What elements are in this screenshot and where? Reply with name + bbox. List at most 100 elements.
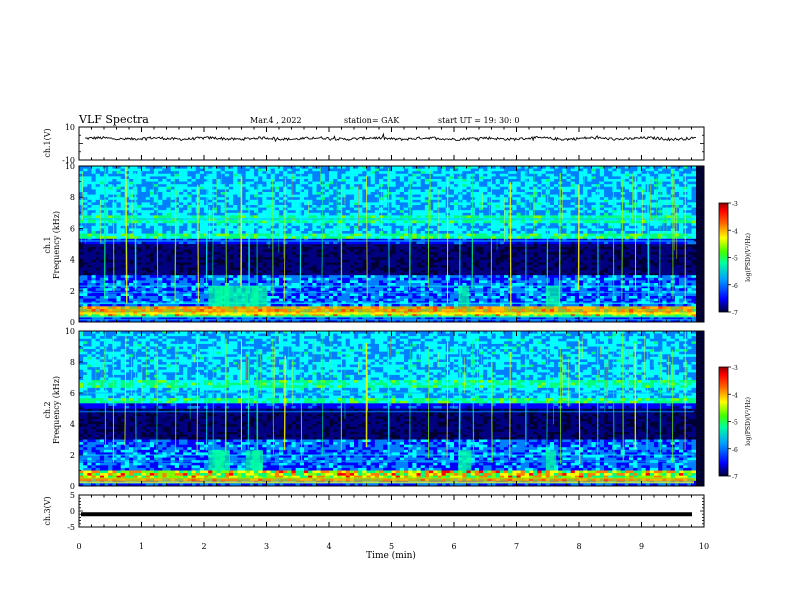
spectrogram-cell [562, 215, 567, 219]
spectrogram-cell [449, 186, 455, 190]
spectrogram-cell [437, 244, 442, 247]
spectrogram-cell [649, 225, 655, 229]
spectrogram-cell [191, 166, 196, 169]
spectrogram-cell [229, 184, 234, 188]
spectrogram-cell [312, 199, 317, 203]
spectrogram-cell [591, 205, 596, 208]
spectrogram-cell [654, 225, 659, 229]
spectrogram-cell [395, 179, 401, 182]
spectrogram-cell [254, 202, 259, 206]
spectrogram-cell [654, 171, 659, 175]
spectrogram-cell [399, 194, 405, 198]
spectrogram-cell [437, 205, 442, 208]
spectrogram-cell [166, 199, 171, 203]
spectrogram-cell [141, 244, 146, 247]
spectrogram-cell [691, 231, 696, 234]
spectrogram-cell [541, 246, 546, 250]
spectrogram-cell [208, 168, 213, 172]
spectrogram-cell [141, 215, 146, 219]
spectrogram-cell [391, 207, 396, 211]
spectrogram-cell [383, 173, 388, 177]
spectrogram-cell [570, 236, 576, 240]
spectrogram-cell [516, 171, 521, 175]
spectrogram-cell [312, 205, 317, 208]
spectrogram-cell [199, 205, 205, 208]
spectrogram-cell [266, 166, 271, 169]
spectrogram-cell [491, 223, 496, 227]
spectrogram-cell [624, 244, 630, 247]
spectrogram-cell [687, 186, 692, 190]
spectrogram-cell [179, 241, 184, 245]
spectrogram-cell [166, 249, 171, 253]
spectrogram-cell [624, 176, 630, 180]
spectrogram-cell [237, 186, 242, 190]
spectrogram-cell [166, 236, 171, 240]
spectrogram-cell [99, 231, 105, 234]
spectrogram-cell [487, 249, 492, 253]
spectrogram-cell [79, 225, 84, 229]
spectrogram-cell [404, 166, 409, 169]
spectrogram-cell [254, 186, 259, 190]
spectrogram-cell [449, 223, 455, 227]
spectrogram-cell [337, 179, 342, 182]
spectrogram-cell [149, 171, 155, 175]
spectrogram-cell [212, 186, 217, 190]
spectrogram-cell [141, 236, 146, 240]
spectrogram-cell [420, 192, 426, 195]
spectrogram-cell [454, 166, 459, 169]
spectrogram-cell [437, 194, 442, 198]
spectrogram-cell [149, 176, 155, 180]
spectrogram-cell [154, 171, 159, 175]
spectrogram-cell [79, 186, 84, 190]
spectrogram-cell [408, 168, 413, 172]
spectrogram-cell [349, 179, 355, 182]
spectrogram-cell [158, 205, 163, 208]
spectrogram-cell [366, 210, 371, 214]
spectrogram-cell [566, 173, 571, 177]
spectrogram-cell [691, 210, 696, 214]
spectrogram-cell [520, 215, 526, 219]
spectrogram-cell [624, 202, 630, 206]
spectrogram-cell [537, 212, 542, 216]
spectrogram-cell [141, 225, 146, 229]
spectrogram-cell [83, 168, 88, 172]
spectrogram-cell [174, 189, 180, 193]
spectrogram-cell [204, 202, 209, 206]
spectrogram-cell [358, 199, 363, 203]
spectrogram-cell [662, 199, 667, 203]
spectrogram-cell [116, 171, 121, 175]
spectrogram-cell [608, 194, 613, 198]
spectrogram-cell [516, 241, 521, 245]
spectrogram-cell [358, 244, 363, 247]
spectrogram-cell [449, 236, 455, 240]
spectrogram-cell [345, 181, 351, 185]
spectrogram-cell [658, 241, 663, 245]
spectrogram-cell [145, 215, 151, 219]
spectrogram-cell [679, 168, 684, 172]
spectrogram-cell [245, 220, 251, 224]
spectrogram-cell [379, 251, 384, 255]
spectrogram-cell [429, 223, 434, 227]
spectrogram-cell [433, 202, 438, 206]
spectrogram-cell [554, 241, 559, 245]
spectrogram-cell [179, 205, 184, 208]
spectrogram-cell [554, 197, 559, 201]
spectrogram-cell [516, 179, 521, 182]
spectrogram-cell [395, 205, 401, 208]
spectrogram-cell [637, 197, 642, 201]
spectrogram-cell [454, 171, 459, 175]
spectrogram-cell [583, 189, 588, 193]
spectrogram-cell [145, 176, 151, 180]
spectrogram-cell [616, 184, 621, 188]
spectrogram-cell [191, 171, 196, 175]
spectrogram-cell [649, 173, 655, 177]
spectrogram-cell [612, 244, 617, 247]
spectrogram-cell [166, 231, 171, 234]
spectrogram-cell [549, 249, 555, 253]
spectrogram-cell [679, 166, 684, 169]
spectrogram-cell [424, 228, 430, 232]
spectrogram-cell [637, 186, 642, 190]
spectrogram-cell [649, 215, 655, 219]
spectrogram-cell [591, 176, 596, 180]
spectrogram-cell [574, 251, 580, 255]
